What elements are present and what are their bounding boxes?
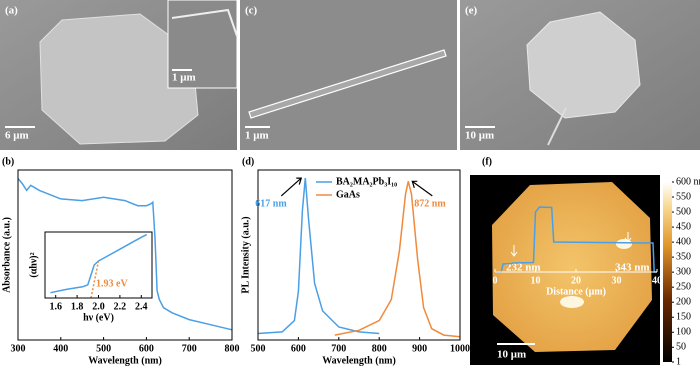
x-tick-label: 900 — [412, 343, 427, 354]
colorbar-label: 350 — [676, 251, 691, 262]
panel-label: (c) — [245, 5, 258, 17]
annotation: 1.93 eV — [96, 278, 128, 289]
scale-bar-label: 1 μm — [172, 72, 196, 84]
x-tick-label: 2.0 — [92, 301, 105, 312]
x-tick-label: 2.2 — [114, 301, 127, 312]
colorbar-label: 250 — [676, 281, 691, 292]
line — [50, 233, 148, 294]
x-axis-label: Wavelength (nm) — [322, 355, 396, 366]
arrow — [411, 180, 433, 197]
x-tick-label: 500 — [96, 343, 111, 354]
arrow — [510, 232, 632, 257]
x-tick-label: 1000 — [450, 343, 470, 354]
rod — [547, 107, 567, 146]
line — [334, 181, 461, 338]
edge — [171, 8, 238, 37]
x-tick-label: 400 — [53, 343, 68, 354]
x-axis-label: hν (eV) — [83, 312, 114, 323]
y-axis-label: PL Intensity (a.u.) — [240, 216, 251, 293]
scale-bar-label: 10 μm — [465, 130, 494, 142]
colorbar-label: 300 — [676, 266, 691, 277]
scale-bar-label: 1 μm — [245, 130, 269, 142]
x-axis-label: Distance (μm) — [546, 286, 606, 297]
colorbar-label: 400 — [676, 236, 691, 247]
arrow — [280, 177, 303, 197]
panel-label: (b) — [2, 156, 14, 167]
flake — [526, 11, 641, 119]
colorbar-label: 50 — [676, 342, 686, 353]
colorbar-label: 100 — [676, 327, 691, 338]
inset-bg — [45, 232, 152, 298]
annotation: 617 nm — [255, 198, 287, 209]
x-tick-label: 600 — [291, 343, 306, 354]
line — [17, 178, 233, 331]
x-tick-label: 20 — [571, 275, 581, 286]
y-axis-label: (αhν)² — [28, 252, 39, 277]
legend-label: GaAs — [336, 189, 360, 200]
colorbar-label: 600 nm — [676, 176, 700, 187]
inset-image — [167, 0, 238, 89]
panel-label: (e) — [465, 5, 478, 17]
x-tick-label: 2.4 — [135, 301, 148, 312]
x-tick-label: 800 — [225, 343, 240, 354]
panel-label: (f) — [482, 156, 492, 167]
axes-frame — [257, 169, 461, 341]
x-tick-label: 0 — [493, 275, 498, 286]
x-tick-label: 30 — [612, 275, 622, 286]
legend-label: BA₂MA₂Pb₃I₁₀ — [336, 176, 397, 187]
x-tick-label: 500 — [251, 343, 266, 354]
colorbar-label: 1 — [676, 356, 681, 367]
x-tick-label: 1.8 — [71, 301, 84, 312]
x-tick-label: 40 — [652, 275, 662, 286]
line — [257, 178, 380, 335]
x-tick-label: 300 — [11, 343, 26, 354]
x-tick-label: 600 — [139, 343, 154, 354]
x-tick-label: 700 — [182, 343, 197, 354]
colorbar-label: 200 — [676, 296, 691, 307]
line — [495, 206, 657, 273]
y-axis-label: Absorbance (a.u.) — [1, 217, 12, 293]
annotation: 232 nm — [506, 262, 541, 274]
scale-bar-label: 6 μm — [5, 130, 29, 142]
panel-label: (d) — [242, 156, 254, 167]
rod — [248, 49, 447, 119]
annotation: 343 nm — [615, 262, 650, 274]
colorbar — [663, 182, 672, 362]
colorbar-label: 150 — [676, 312, 691, 323]
flake — [39, 13, 199, 145]
x-tick-label: 700 — [331, 343, 346, 354]
spot — [560, 296, 584, 308]
colorbar-label: 500 — [676, 206, 691, 217]
x-axis-label: Wavelength (nm) — [88, 355, 162, 366]
annotation: 872 nm — [414, 198, 446, 209]
sem-image — [240, 0, 457, 150]
colorbar-label: 450 — [676, 221, 691, 232]
x-tick-label: 10 — [531, 275, 541, 286]
afm-flake — [492, 182, 652, 352]
x-tick-label: 800 — [372, 343, 387, 354]
scale-bar-label: 10 μm — [497, 349, 526, 361]
panel-label: (a) — [5, 5, 18, 17]
colorbar-label: 550 — [676, 191, 691, 202]
axes-frame — [17, 169, 233, 341]
x-tick-label: 1.6 — [49, 301, 62, 312]
